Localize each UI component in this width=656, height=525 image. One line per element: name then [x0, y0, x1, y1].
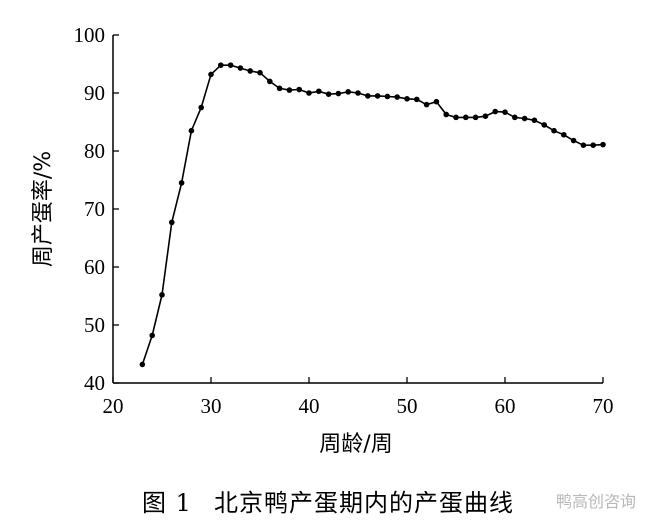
data-point — [551, 127, 557, 134]
data-point — [600, 141, 606, 148]
data-point — [492, 108, 499, 115]
data-point — [237, 65, 244, 71]
data-point — [531, 117, 538, 124]
x-tick-label: 30 — [201, 394, 222, 418]
data-point — [541, 122, 547, 128]
y-axis-title: 周产蛋率/% — [31, 151, 56, 267]
data-point — [345, 89, 352, 95]
data-point — [453, 114, 459, 121]
y-tick-label: 40 — [84, 371, 105, 395]
data-point — [423, 101, 430, 108]
y-tick-label: 90 — [84, 81, 105, 105]
data-point — [580, 142, 587, 148]
x-axis-ticks: 20 30 40 50 60 70 — [103, 377, 614, 418]
data-point — [561, 131, 567, 138]
data-point — [521, 115, 528, 122]
data-point — [286, 87, 293, 93]
data-point — [384, 93, 391, 100]
data-point — [316, 88, 322, 95]
data-point — [502, 109, 508, 115]
watermark: 鸭高创咨询 — [555, 492, 636, 511]
data-point — [306, 90, 312, 96]
series-line — [141, 64, 604, 365]
data-point — [355, 90, 361, 96]
data-point — [208, 71, 214, 78]
data-point — [374, 93, 381, 99]
data-point — [276, 85, 283, 92]
data-point — [570, 137, 577, 144]
data-point — [394, 94, 401, 100]
data-point — [512, 114, 518, 121]
data-point — [335, 90, 342, 97]
x-tick-label: 50 — [397, 394, 418, 418]
data-point — [218, 62, 224, 68]
data-point — [188, 127, 195, 134]
data-point — [414, 96, 420, 103]
y-tick-label: 50 — [84, 313, 105, 337]
figure-number: 图 1 — [142, 489, 192, 517]
data-point — [365, 93, 371, 99]
data-point — [159, 292, 165, 298]
data-point — [433, 98, 440, 105]
data-point — [482, 113, 489, 119]
x-tick-label: 40 — [299, 394, 320, 418]
data-point — [247, 68, 253, 74]
data-point — [463, 114, 469, 121]
y-axis-ticks: 40 50 60 70 80 90 100 — [74, 23, 119, 395]
series-group — [139, 62, 606, 368]
data-point — [169, 219, 175, 226]
data-point — [325, 91, 332, 97]
y-tick-label: 80 — [84, 139, 105, 163]
x-tick-label: 70 — [593, 394, 614, 418]
y-tick-label: 60 — [84, 255, 105, 279]
data-point — [404, 96, 410, 102]
data-point — [178, 180, 185, 186]
data-point — [257, 69, 263, 76]
axes — [112, 35, 603, 384]
data-point — [590, 142, 596, 148]
data-point — [296, 86, 303, 93]
line-chart: 20 30 40 50 60 70 40 50 60 70 80 90 100 周龄/周 周产蛋率/% — [31, 23, 614, 457]
data-point — [149, 332, 155, 339]
figure-caption-text: 北京鸭产蛋期内的产蛋曲线 — [213, 489, 514, 517]
x-tick-label: 60 — [495, 394, 516, 418]
data-point — [139, 361, 146, 368]
data-point — [267, 78, 273, 85]
y-tick-label: 70 — [84, 197, 105, 221]
data-point — [472, 114, 479, 121]
data-point — [198, 104, 204, 111]
data-point — [227, 62, 234, 68]
data-point — [443, 111, 450, 118]
x-tick-label: 20 — [103, 394, 124, 418]
x-axis-title: 周龄/周 — [319, 432, 392, 457]
figure-caption: 图 1 北京鸭产蛋期内的产蛋曲线 — [0, 483, 656, 518]
y-tick-label: 100 — [74, 23, 106, 47]
